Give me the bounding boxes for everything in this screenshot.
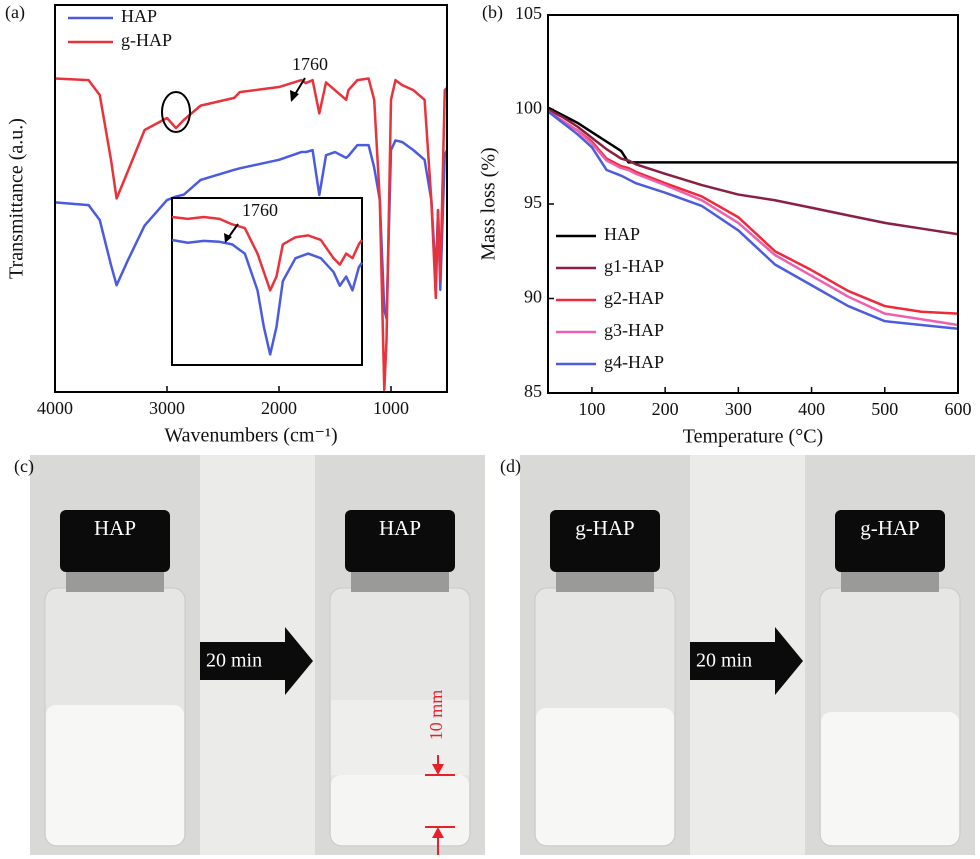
annotation-arrow bbox=[227, 223, 239, 239]
arrow-head bbox=[432, 764, 444, 775]
vial-cap bbox=[835, 510, 945, 572]
y-tick-label: 85 bbox=[524, 381, 542, 401]
arrow-label: 20 min bbox=[696, 650, 752, 672]
data-line bbox=[547, 108, 959, 236]
data-line bbox=[54, 139, 449, 320]
plot-frame bbox=[54, 4, 448, 393]
legend-label: g3-HAP bbox=[604, 320, 664, 340]
x-tick-label: 100 bbox=[578, 399, 605, 419]
data-line bbox=[547, 106, 958, 164]
panel-label: (a) bbox=[5, 2, 25, 23]
plot-frame bbox=[547, 14, 959, 394]
data-line bbox=[171, 215, 364, 292]
data-line bbox=[547, 110, 959, 330]
arrow-head bbox=[290, 90, 299, 102]
photo-panel: g-HAP g-HAP 20 min (d) bbox=[500, 455, 975, 855]
legend-label: g4-HAP bbox=[604, 352, 664, 372]
x-tick-label: 400 bbox=[798, 399, 825, 419]
vial-cap bbox=[60, 510, 170, 572]
time-arrow bbox=[200, 627, 313, 695]
y-tick-label: 105 bbox=[515, 3, 542, 23]
vial-liquid bbox=[46, 705, 184, 845]
y-axis-label: Mass loss (%) bbox=[478, 147, 500, 260]
vial-supernatant bbox=[331, 700, 469, 775]
x-axis-label: Temperature (°C) bbox=[683, 426, 823, 448]
highlight-circle bbox=[161, 91, 191, 133]
vial-cap bbox=[345, 510, 455, 572]
x-tick-label: 1000 bbox=[373, 398, 409, 418]
arrow-head bbox=[432, 827, 444, 838]
x-tick-label: 300 bbox=[725, 399, 752, 419]
panel-label: (c) bbox=[14, 456, 34, 477]
vial-label: g-HAP bbox=[575, 516, 635, 540]
vial-liquid bbox=[821, 712, 959, 845]
data-line bbox=[54, 77, 448, 392]
vial-label: g-HAP bbox=[860, 516, 920, 540]
legend-label: HAP bbox=[121, 6, 157, 26]
y-axis-label: Transmittance (a.u.) bbox=[6, 118, 28, 279]
vial: HAP bbox=[44, 510, 186, 847]
vial-label: HAP bbox=[379, 516, 421, 540]
vial-sediment bbox=[331, 775, 469, 845]
x-tick-label: 600 bbox=[945, 399, 972, 419]
vial-cap bbox=[550, 510, 660, 572]
photo-panel: HAP HAP 20 min 10 mm (c) bbox=[14, 455, 485, 855]
x-axis-label: Wavenumbers (cm⁻¹) bbox=[164, 425, 337, 447]
time-arrow bbox=[690, 627, 803, 695]
vial: g-HAP bbox=[819, 510, 961, 847]
x-tick-label: 4000 bbox=[37, 398, 73, 418]
legend-label: g2-HAP bbox=[604, 288, 664, 308]
x-tick-label: 200 bbox=[652, 399, 679, 419]
inset-annotation: 1760 bbox=[242, 200, 278, 220]
legend-label: g-HAP bbox=[121, 30, 172, 50]
y-tick-label: 100 bbox=[515, 98, 542, 118]
data-line bbox=[547, 110, 959, 327]
measure-label: 10 mm bbox=[426, 690, 446, 741]
y-tick-label: 95 bbox=[524, 192, 542, 212]
vial: HAP bbox=[329, 510, 471, 847]
annotation: 1760 bbox=[292, 54, 328, 74]
x-tick-label: 500 bbox=[871, 399, 898, 419]
legend-label: g1-HAP bbox=[604, 256, 664, 276]
data-line bbox=[547, 110, 959, 315]
panel-label: (d) bbox=[500, 456, 521, 477]
x-tick-label: 2000 bbox=[261, 398, 297, 418]
panel-label: (b) bbox=[482, 2, 503, 23]
vial: g-HAP bbox=[534, 510, 676, 847]
vial-label: HAP bbox=[94, 516, 136, 540]
data-line bbox=[171, 238, 364, 356]
legend-label: HAP bbox=[604, 224, 640, 244]
arrow-label: 20 min bbox=[206, 650, 262, 672]
arrow-head bbox=[224, 233, 232, 243]
vial-liquid bbox=[536, 708, 674, 845]
x-tick-label: 3000 bbox=[149, 398, 185, 418]
y-tick-label: 90 bbox=[524, 287, 542, 307]
